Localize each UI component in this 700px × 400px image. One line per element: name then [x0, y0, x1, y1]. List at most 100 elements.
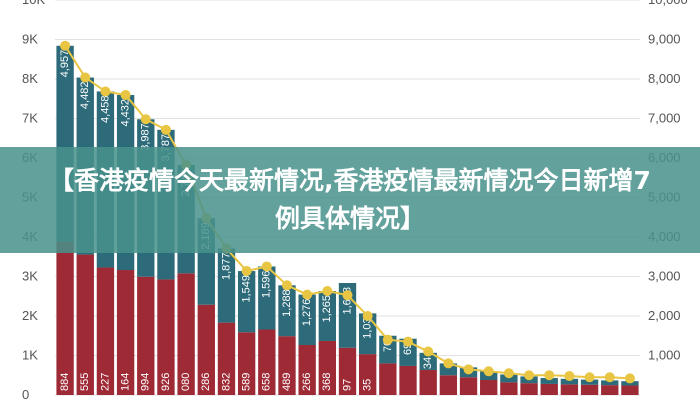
left-tick-label: 2K [22, 308, 38, 323]
bar-segment [439, 363, 458, 376]
total-line-point [261, 261, 272, 272]
bar-segment [379, 335, 397, 364]
bar-segment [399, 365, 417, 395]
bar-segment [116, 270, 135, 395]
bar-value-label: 97 [341, 379, 353, 391]
bar-value-label: 1,596 [261, 270, 273, 298]
total-line-point [302, 289, 313, 300]
bar-value-label: 35 [362, 379, 374, 391]
right-tick-label: 1,000 [648, 348, 681, 363]
right-tick-label: 9,000 [648, 32, 681, 47]
bar-segment [601, 385, 619, 395]
total-line-point [624, 373, 635, 384]
bar-segment [480, 379, 498, 395]
bar-value-label: 555 [79, 373, 91, 391]
bar-segment [379, 363, 397, 395]
total-line-point [60, 40, 71, 51]
bar-segment [56, 241, 74, 395]
total-line-point [403, 336, 414, 347]
bar-segment [197, 304, 215, 395]
bar-value-label: 368 [321, 373, 333, 391]
total-line-point [564, 371, 575, 382]
total-line-point [604, 372, 615, 383]
bar-value-label: 1,877 [220, 252, 232, 280]
bar-segment [500, 382, 518, 395]
total-line-point [160, 124, 171, 135]
bar-value-label: 994 [140, 373, 152, 391]
bar-segment [338, 347, 357, 395]
bar-segment [217, 322, 236, 395]
bar-segment [358, 313, 377, 355]
bar-segment [621, 385, 639, 395]
bar-segment [540, 378, 558, 384]
total-line-point [443, 358, 454, 369]
total-line-point [100, 86, 111, 97]
right-tick-label: 2,000 [648, 308, 681, 323]
left-tick-label: 10K [22, 0, 45, 7]
bar-segment [318, 340, 337, 395]
left-tick-label: 3K [22, 269, 38, 284]
bar-segment [439, 375, 458, 395]
bar-segment [258, 266, 276, 330]
bar-value-label: 1,265 [321, 295, 333, 323]
total-line-point [544, 370, 555, 381]
bar-segment [580, 384, 599, 395]
total-line-point [362, 311, 373, 321]
bar-segment [560, 378, 579, 385]
bar-value-label: 1,288 [281, 289, 293, 317]
bar-value-label: 286 [200, 373, 212, 391]
right-tick-label: 8,000 [648, 71, 681, 86]
bar-segment [459, 377, 478, 395]
total-line-point [503, 368, 514, 379]
left-tick-label: 0 [22, 387, 29, 400]
bar-value-label: 4,432 [120, 99, 132, 127]
bar-segment [601, 380, 619, 386]
bar-segment [278, 285, 296, 337]
bar-segment [237, 271, 256, 333]
total-line-point [241, 266, 252, 277]
bar-segment [298, 344, 316, 395]
total-line-point [281, 280, 292, 291]
bar-segment [560, 384, 579, 395]
bar-value-label: 1,549 [241, 275, 253, 303]
bar-segment [419, 369, 437, 395]
bar-value-label: 489 [281, 373, 293, 391]
bar-value-label: 34 [422, 357, 434, 369]
bar-segment [318, 290, 337, 341]
total-line-point [524, 370, 535, 381]
total-line [60, 40, 635, 384]
right-tick-label: 10,000 [648, 0, 688, 7]
total-line-point [483, 366, 494, 377]
total-line-point [80, 72, 91, 83]
bar-value-label: 4,458 [99, 95, 111, 123]
headline-text: 【香港疫情今天最新情况,香港疫情最新情况今日新增7例具体情况】 [49, 166, 651, 233]
bar-segment [500, 374, 518, 383]
total-line-point [342, 290, 353, 301]
total-line-point [322, 285, 333, 296]
bar-value-label: 884 [59, 373, 71, 391]
bar-value-label: 658 [261, 373, 273, 391]
bar-segment [358, 354, 377, 395]
total-line-point [463, 364, 474, 375]
total-line-point [584, 372, 595, 383]
bar-value-label: 832 [220, 373, 232, 391]
bar-value-label: 227 [99, 373, 111, 391]
total-line-point [382, 334, 393, 345]
right-tick-label: 7,000 [648, 111, 681, 126]
bar-value-label: 4,957 [59, 50, 71, 78]
bar-value-label: 1,03 [362, 317, 374, 338]
bar-segment [520, 383, 538, 395]
left-tick-label: 8K [22, 71, 38, 86]
bar-segment [76, 254, 94, 395]
bar-segment [540, 383, 558, 395]
left-tick-label: 1K [22, 348, 38, 363]
bar-segment [177, 273, 195, 395]
bar-value-label: 4,482 [79, 82, 91, 110]
bar-segment [137, 276, 155, 395]
left-tick-label: 7K [22, 111, 38, 126]
bar-value-label: 69 [402, 343, 414, 355]
bar-segment [399, 338, 417, 366]
bar-segment [419, 352, 437, 370]
bar-segment [298, 294, 316, 345]
